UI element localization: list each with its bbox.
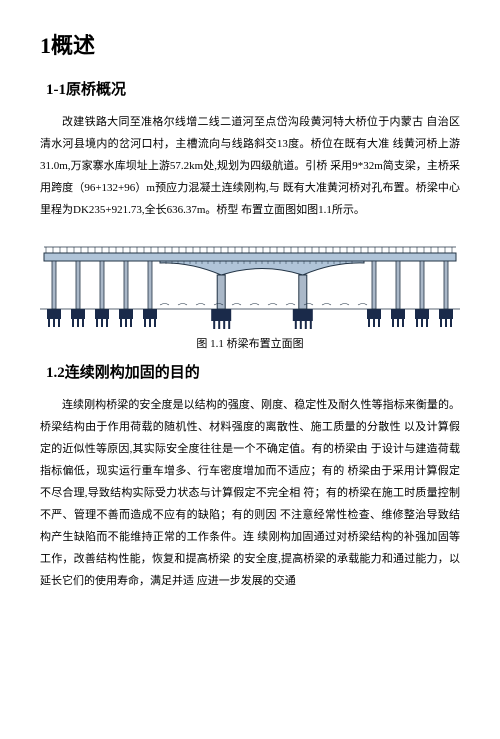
section-2-heading: 1.2连续刚构加固的目的 xyxy=(46,361,460,382)
section-1-heading: 1-1原桥概况 xyxy=(46,78,460,99)
section-1-paragraph: 改建铁路大同至准格尔线增二线二道河至点岱沟段黄河特大桥位于内蒙古 自治区清水河县… xyxy=(40,111,460,221)
section-2-paragraph: 连续刚构桥梁的安全度是以结构的强度、刚度、稳定性及耐久性等指标来衡量的。桥梁结构… xyxy=(40,394,460,592)
figure-caption: 图 1.1 桥梁布置立面图 xyxy=(40,335,460,351)
chapter-title: 1概述 xyxy=(40,28,460,60)
bridge-elevation-figure xyxy=(40,231,460,331)
